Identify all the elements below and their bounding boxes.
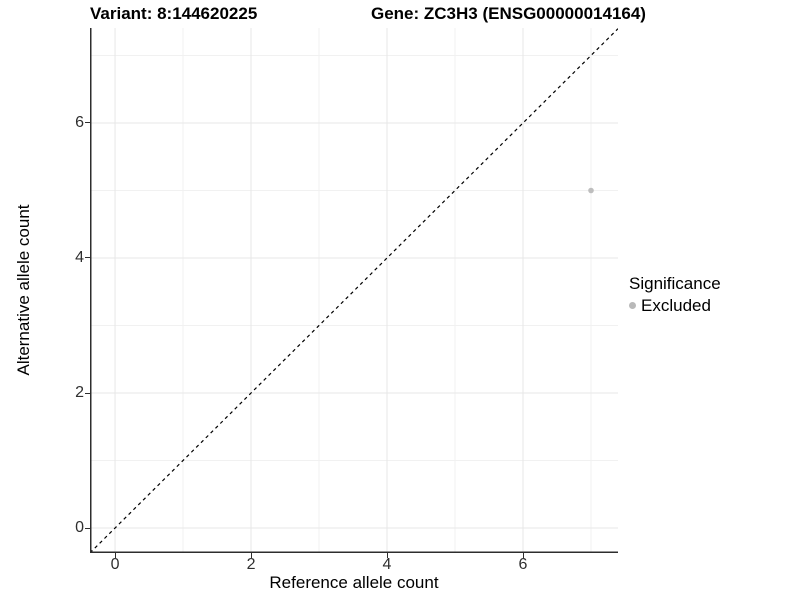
- y-tick-mark: [85, 392, 90, 394]
- data-point: [588, 187, 594, 194]
- x-tick-label: 6: [518, 556, 528, 573]
- plot-panel: [90, 28, 618, 553]
- identity-dashed-line: [90, 28, 618, 553]
- y-tick-mark: [85, 122, 90, 124]
- y-tick-label: 0: [75, 519, 84, 537]
- y-tick-label: 4: [75, 248, 84, 266]
- x-tick-mark: [386, 553, 388, 558]
- y-tick-label: 2: [75, 384, 84, 401]
- y-tick-mark: [85, 527, 90, 529]
- x-tick-label: 4: [382, 556, 392, 573]
- excluded-point-icon: [629, 302, 636, 309]
- legend-item-excluded: Excluded: [629, 296, 721, 315]
- gene-title: Gene: ZC3H3 (ENSG00000014164): [371, 4, 646, 23]
- legend-title: Significance: [629, 274, 721, 293]
- x-axis-title: Reference allele count: [269, 573, 439, 592]
- x-tick-mark: [114, 553, 116, 558]
- x-tick-mark: [250, 553, 252, 558]
- y-tick-mark: [85, 257, 90, 259]
- variant-title: Variant: 8:144620225: [90, 4, 258, 23]
- x-tick-label: 2: [246, 556, 256, 573]
- x-tick-label: 0: [110, 556, 120, 573]
- legend: Significance Excluded: [629, 274, 721, 315]
- legend-item-label: Excluded: [641, 296, 711, 315]
- y-axis-title: Alternative allele count: [14, 204, 33, 376]
- x-tick-mark: [522, 553, 524, 558]
- y-tick-label: 6: [75, 113, 84, 131]
- plot-panel-canvas: [90, 28, 618, 553]
